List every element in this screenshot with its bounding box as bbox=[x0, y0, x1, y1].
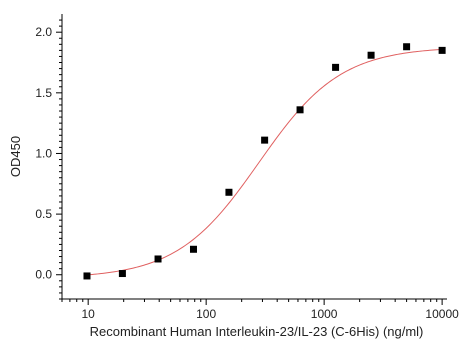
x-axis-title: Recombinant Human Interleukin-23/IL-23 (… bbox=[90, 324, 424, 339]
data-point bbox=[403, 43, 411, 51]
x-tick-label: 1000 bbox=[311, 307, 338, 321]
data-point bbox=[438, 46, 446, 54]
data-point bbox=[261, 136, 269, 144]
y-tick-label: 1.0 bbox=[35, 146, 52, 160]
data-points bbox=[83, 43, 446, 280]
data-point bbox=[225, 188, 233, 196]
data-point bbox=[83, 272, 91, 280]
x-tick-label: 10 bbox=[81, 307, 95, 321]
data-point bbox=[332, 63, 340, 71]
data-point bbox=[118, 270, 126, 278]
y-tick-label: 0.0 bbox=[35, 268, 52, 282]
data-point bbox=[189, 245, 197, 253]
fit-curve bbox=[86, 48, 443, 276]
axes bbox=[61, 14, 447, 300]
x-axis-ticks: 10 100 1000 10000 bbox=[61, 299, 459, 321]
y-axis-ticks: 0.0 0.5 1.0 1.5 2.0 bbox=[35, 19, 62, 300]
y-tick-label: 2.0 bbox=[35, 25, 52, 39]
y-tick-label: 1.5 bbox=[35, 86, 52, 100]
data-point bbox=[154, 255, 162, 263]
y-tick-label: 0.5 bbox=[35, 207, 52, 221]
x-tick-label: 100 bbox=[196, 307, 216, 321]
x-tick-label: 10000 bbox=[425, 307, 459, 321]
data-point bbox=[296, 106, 304, 114]
data-point bbox=[367, 51, 375, 59]
y-axis-title: OD450 bbox=[8, 136, 23, 177]
